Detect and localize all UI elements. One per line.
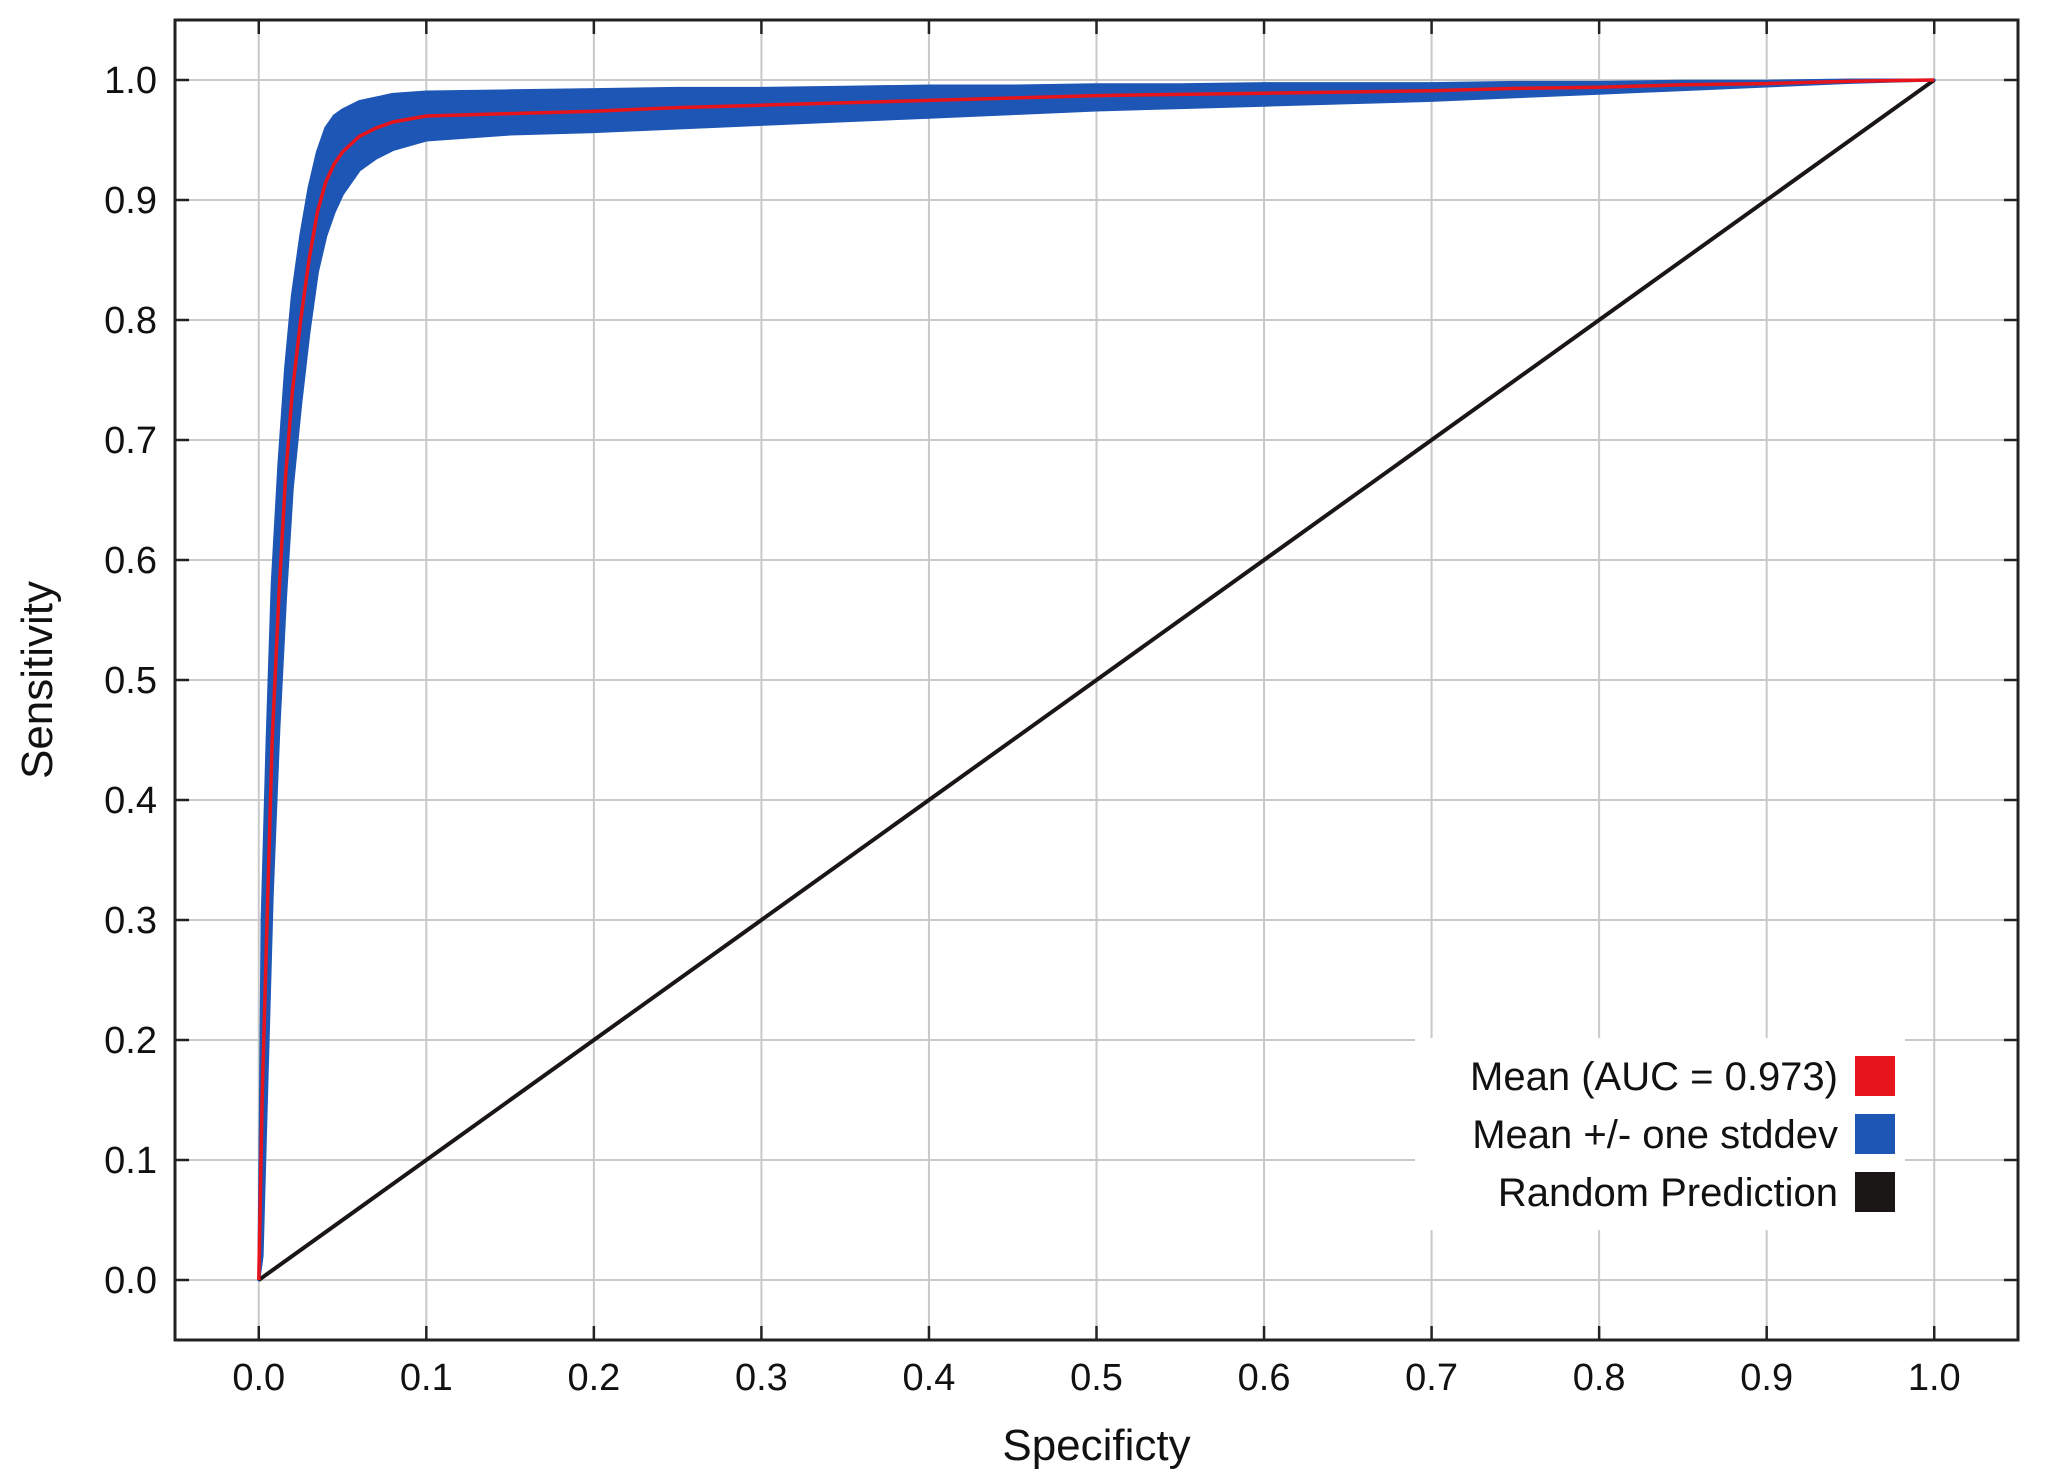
x-tick-label: 1.0 [1908,1357,1961,1399]
y-tick-label: 0.2 [104,1020,157,1062]
y-tick-label: 0.4 [104,780,157,822]
y-axis-title: Sensitivity [13,581,62,779]
legend-label: Random Prediction [1498,1171,1838,1215]
x-tick-label: 0.3 [735,1357,788,1399]
x-tick-label: 0.4 [903,1357,956,1399]
legend-label: Mean (AUC = 0.973) [1470,1055,1838,1099]
legend-swatch [1855,1172,1895,1212]
y-tick-label: 0.1 [104,1140,157,1182]
legend-swatch [1855,1056,1895,1096]
y-tick-label: 0.0 [104,1260,157,1302]
x-tick-label: 0.0 [232,1357,285,1399]
y-tick-label: 0.7 [104,420,157,462]
legend-swatch [1855,1114,1895,1154]
legend: Mean (AUC = 0.973) Mean +/- one stddev Ran… [1415,1038,1905,1230]
random-prediction-line [257,78,1936,1282]
series-lines [257,78,1936,1282]
x-tick-label: 0.9 [1740,1357,1793,1399]
x-tick-label: 0.1 [400,1357,453,1399]
x-tick-label: 0.2 [567,1357,620,1399]
y-tick-label: 0.6 [104,540,157,582]
x-tick-label: 0.8 [1573,1357,1626,1399]
y-tick-label: 0.9 [104,180,157,222]
x-tick-label: 0.7 [1405,1357,1458,1399]
x-tick-label: 0.6 [1238,1357,1291,1399]
grid-lines [175,20,2018,1340]
y-tick-label: 0.3 [104,900,157,942]
legend-background [1415,1038,1905,1230]
plot-frame [173,18,2020,1342]
mean-roc-line [257,78,1935,1281]
x-axis-title: Specificty [1002,1421,1190,1469]
legend-label: Mean +/- one stddev [1472,1113,1838,1157]
tick-labels: 0.0 0.1 0.2 0.3 0.4 0.5 0.6 0.7 0.8 0.9 1.0 0.0 0.1 0… [104,60,1960,1399]
y-tick-label: 0.5 [104,660,157,702]
axis-ticks [175,20,2018,1340]
y-tick-label: 1.0 [104,60,157,102]
y-tick-label: 0.8 [104,300,157,342]
x-tick-label: 0.5 [1070,1357,1123,1399]
